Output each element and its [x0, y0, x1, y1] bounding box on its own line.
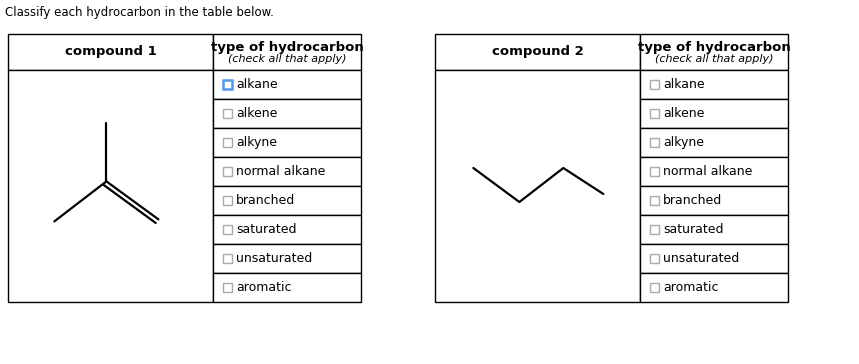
Bar: [8, 70, 213, 302]
Bar: [650, 138, 659, 147]
Bar: [213, 128, 361, 157]
Text: normal alkane: normal alkane: [663, 165, 752, 178]
Text: type of hydrocarbon: type of hydrocarbon: [210, 40, 363, 54]
Bar: [213, 99, 361, 128]
Text: alkane: alkane: [236, 78, 277, 91]
Bar: [435, 70, 640, 302]
Bar: [223, 80, 232, 89]
Bar: [650, 196, 659, 205]
Bar: [223, 283, 232, 292]
Bar: [650, 80, 659, 89]
Bar: [223, 167, 232, 176]
Text: aromatic: aromatic: [236, 281, 291, 294]
Text: compound 1: compound 1: [64, 46, 156, 59]
Bar: [650, 167, 659, 176]
Text: alkyne: alkyne: [236, 136, 277, 149]
Bar: [223, 109, 232, 118]
Bar: [640, 157, 788, 186]
Text: Classify each hydrocarbon in the table below.: Classify each hydrocarbon in the table b…: [5, 6, 274, 19]
Bar: [435, 34, 640, 70]
Bar: [213, 273, 361, 302]
Text: unsaturated: unsaturated: [663, 252, 740, 265]
Text: saturated: saturated: [236, 223, 296, 236]
Text: compound 2: compound 2: [491, 46, 583, 59]
Bar: [650, 225, 659, 234]
Text: alkene: alkene: [663, 107, 704, 120]
Bar: [213, 186, 361, 215]
Text: aromatic: aromatic: [663, 281, 718, 294]
Bar: [650, 254, 659, 263]
Bar: [640, 244, 788, 273]
Text: (check all that apply): (check all that apply): [228, 54, 346, 64]
Bar: [223, 138, 232, 147]
Bar: [223, 254, 232, 263]
Bar: [223, 196, 232, 205]
Bar: [650, 109, 659, 118]
Bar: [213, 70, 361, 99]
Text: normal alkane: normal alkane: [236, 165, 326, 178]
Bar: [640, 186, 788, 215]
Bar: [640, 273, 788, 302]
Bar: [223, 225, 232, 234]
Bar: [650, 283, 659, 292]
Text: unsaturated: unsaturated: [236, 252, 313, 265]
Bar: [213, 34, 361, 70]
Text: alkane: alkane: [663, 78, 704, 91]
Text: branched: branched: [236, 194, 295, 207]
Text: alkyne: alkyne: [663, 136, 704, 149]
Text: saturated: saturated: [663, 223, 723, 236]
Bar: [213, 157, 361, 186]
Text: (check all that apply): (check all that apply): [655, 54, 773, 64]
Bar: [640, 70, 788, 99]
Text: type of hydrocarbon: type of hydrocarbon: [637, 40, 790, 54]
Bar: [640, 34, 788, 70]
Bar: [640, 215, 788, 244]
Bar: [8, 34, 213, 70]
Bar: [213, 215, 361, 244]
Bar: [640, 99, 788, 128]
Text: alkene: alkene: [236, 107, 277, 120]
Bar: [213, 244, 361, 273]
Text: branched: branched: [663, 194, 722, 207]
Bar: [640, 128, 788, 157]
